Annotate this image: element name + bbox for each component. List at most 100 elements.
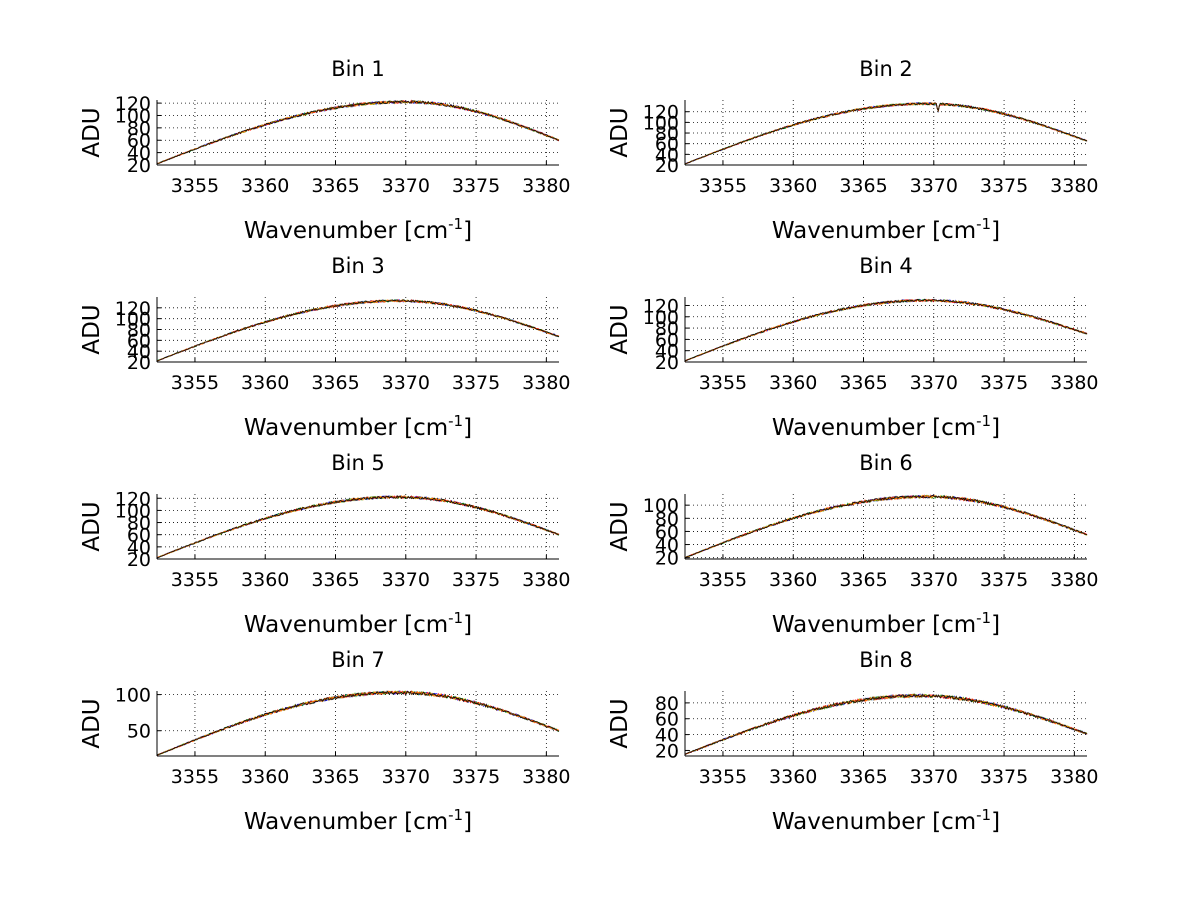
- x-tick-label: 3380: [1050, 766, 1098, 788]
- series-line-5: [685, 494, 1088, 559]
- x-tick-label: 3360: [769, 372, 817, 394]
- series-line-3: [684, 298, 1088, 362]
- y-tick-label: 40: [127, 143, 151, 165]
- x-tick-label: 3355: [171, 372, 219, 394]
- x-tick-label: 3370: [382, 175, 430, 197]
- x-axis-label: Wavenumber [cm-1]: [772, 412, 1000, 441]
- x-tick-label: 3360: [769, 175, 817, 197]
- y-tick-label: 20: [127, 549, 151, 571]
- subplot-title: Bin 7: [331, 648, 385, 672]
- x-tick-label: 3365: [311, 175, 359, 197]
- y-tick-label: 80: [127, 320, 151, 342]
- y-tick-label: 100: [643, 495, 679, 517]
- y-axis-label: ADU: [79, 304, 105, 354]
- subplot-7: 3355 3360 3365 3370 3375 3380 50 100 Bin 7 Wavenu…: [79, 648, 571, 835]
- x-tick-label: 3380: [522, 175, 570, 197]
- series-line-1: [684, 298, 1088, 362]
- series-line-3: [156, 99, 560, 165]
- series-line-5: [156, 99, 560, 164]
- x-tick-label: 3355: [699, 766, 747, 788]
- y-tick-label: 100: [115, 685, 151, 707]
- series-line-3: [684, 494, 1088, 559]
- x-tick-label: 3360: [241, 569, 289, 591]
- y-tick-label: 100: [643, 307, 679, 329]
- series-line-1: [156, 99, 560, 165]
- x-tick-label: 3380: [1050, 372, 1098, 394]
- subplot-title: Bin 3: [331, 254, 385, 278]
- series-line-4: [156, 495, 560, 559]
- x-tick-label: 3380: [522, 569, 570, 591]
- y-axis-label: ADU: [79, 698, 105, 748]
- y-tick-label: 60: [655, 134, 679, 156]
- y-tick-label: 40: [127, 537, 151, 559]
- x-tick-label: 3355: [171, 175, 219, 197]
- y-tick-label: 80: [655, 508, 679, 530]
- series-line-4: [684, 298, 1088, 362]
- y-tick-label: 20: [655, 740, 679, 762]
- subplot-title: Bin 2: [859, 57, 913, 81]
- series-line-2: [156, 100, 560, 165]
- y-tick-label: 40: [655, 144, 679, 166]
- x-tick-label: 3365: [839, 569, 887, 591]
- y-axis-label: ADU: [79, 107, 105, 157]
- y-tick-label: 20: [655, 352, 679, 374]
- y-tick-label: 120: [115, 93, 151, 115]
- x-tick-label: 3375: [980, 372, 1028, 394]
- y-tick-label: 60: [655, 521, 679, 543]
- x-axis-label: Wavenumber [cm-1]: [772, 806, 1000, 835]
- series-line-2: [684, 298, 1088, 362]
- x-tick-label: 3355: [171, 766, 219, 788]
- subplot-title: Bin 4: [859, 254, 913, 278]
- series-line-4: [156, 690, 560, 756]
- x-tick-label: 3360: [769, 766, 817, 788]
- x-tick-label: 3370: [910, 175, 958, 197]
- series-line-2: [156, 690, 560, 756]
- y-tick-label: 40: [127, 341, 151, 363]
- x-tick-label: 3375: [452, 175, 500, 197]
- x-tick-label: 3370: [910, 372, 958, 394]
- y-tick-label: 120: [115, 488, 151, 510]
- x-tick-label: 3370: [910, 569, 958, 591]
- x-axis-label: Wavenumber [cm-1]: [244, 806, 472, 835]
- y-tick-label: 60: [655, 709, 679, 731]
- x-tick-label: 3375: [980, 766, 1028, 788]
- x-axis-label: Wavenumber [cm-1]: [772, 609, 1000, 638]
- x-tick-label: 3365: [839, 766, 887, 788]
- series-line-3: [156, 298, 560, 362]
- series-line-3: [684, 693, 1088, 756]
- x-tick-label: 3380: [522, 766, 570, 788]
- x-tick-label: 3365: [311, 766, 359, 788]
- x-tick-label: 3355: [699, 372, 747, 394]
- y-tick-label: 40: [655, 725, 679, 747]
- y-tick-label: 20: [127, 352, 151, 374]
- series-line-4: [156, 298, 560, 362]
- series-line-2: [156, 495, 560, 559]
- series-line-4: [684, 494, 1088, 559]
- series-line-5: [684, 102, 1088, 165]
- x-tick-label: 3370: [382, 766, 430, 788]
- x-tick-label: 3375: [980, 175, 1028, 197]
- series-line-1: [156, 495, 560, 559]
- x-tick-label: 3355: [171, 569, 219, 591]
- y-axis-label: ADU: [607, 107, 633, 157]
- series-line-5: [156, 494, 560, 559]
- y-axis-label: ADU: [607, 698, 633, 748]
- y-axis-label: ADU: [79, 501, 105, 551]
- y-tick-label: 60: [127, 130, 151, 152]
- y-tick-label: 80: [655, 693, 679, 715]
- y-axis-label: ADU: [607, 304, 633, 354]
- x-axis-label: Wavenumber [cm-1]: [244, 609, 472, 638]
- series-line-4: [156, 100, 560, 165]
- y-tick-label: 80: [127, 513, 151, 535]
- series-line-1: [684, 494, 1088, 559]
- x-axis-label: Wavenumber [cm-1]: [244, 412, 472, 441]
- y-tick-label: 100: [115, 309, 151, 331]
- y-tick-label: 100: [115, 105, 151, 127]
